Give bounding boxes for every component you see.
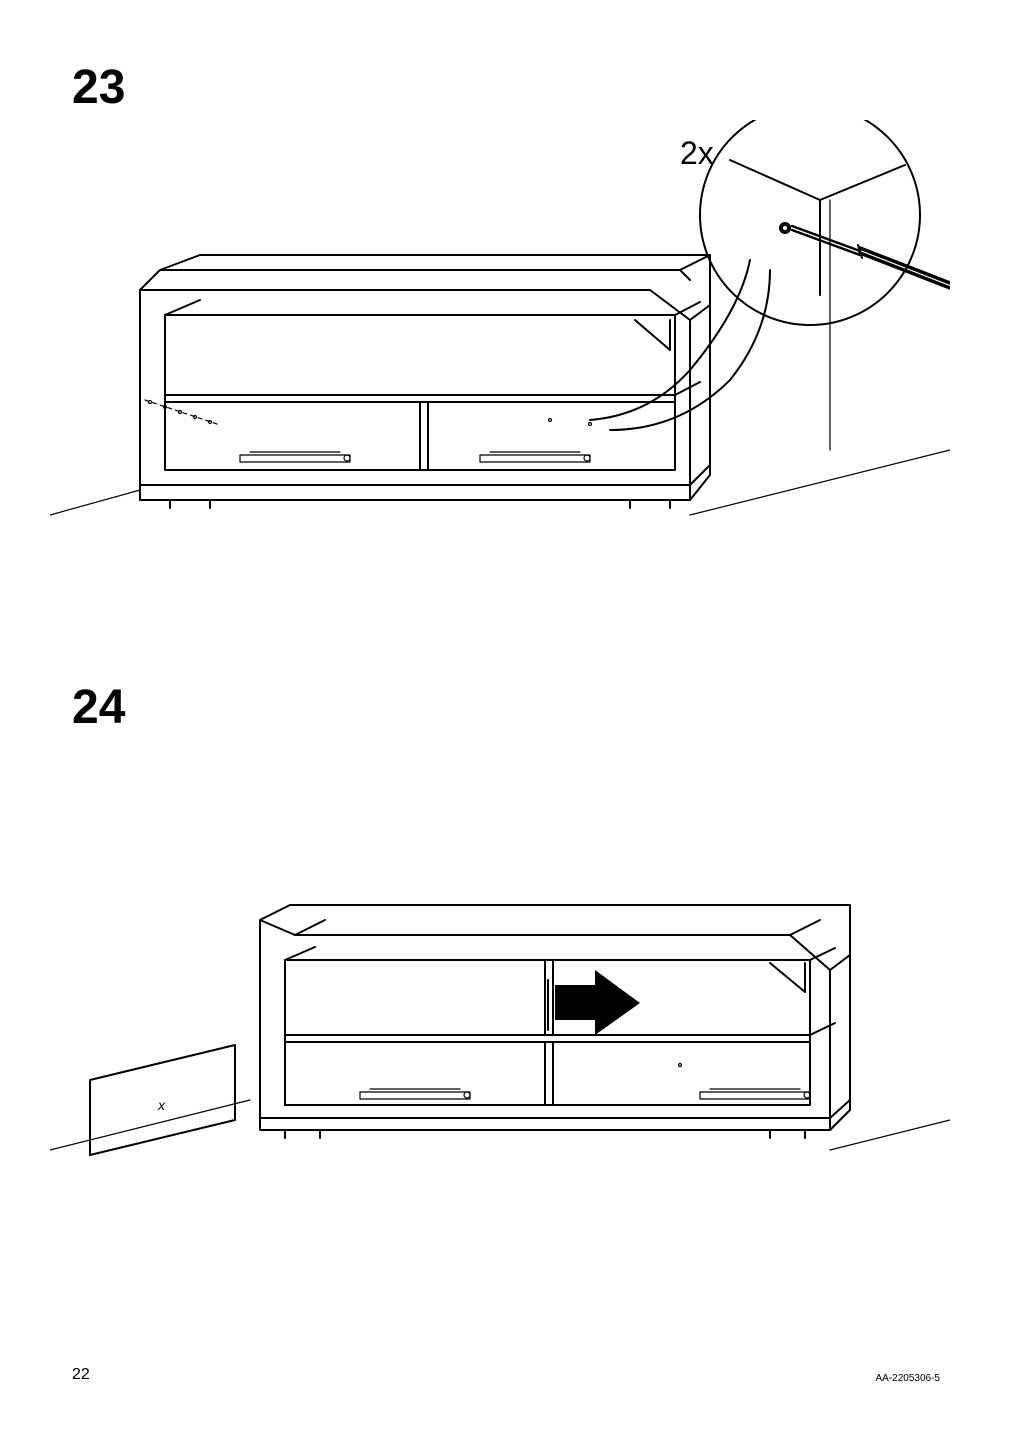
step-23-number: 23 — [72, 60, 125, 115]
step-24-illustration: x — [50, 820, 950, 1200]
insert-arrow-icon — [555, 970, 640, 1035]
step-24-number: 24 — [72, 680, 125, 735]
panel-x-mark: x — [157, 1097, 166, 1113]
footer-page-number: 22 — [72, 1366, 90, 1384]
instruction-page: 23 2x — [0, 0, 1012, 1432]
footer-document-id: AA-2205306-5 — [876, 1373, 941, 1384]
step-23-illustration — [50, 120, 950, 540]
